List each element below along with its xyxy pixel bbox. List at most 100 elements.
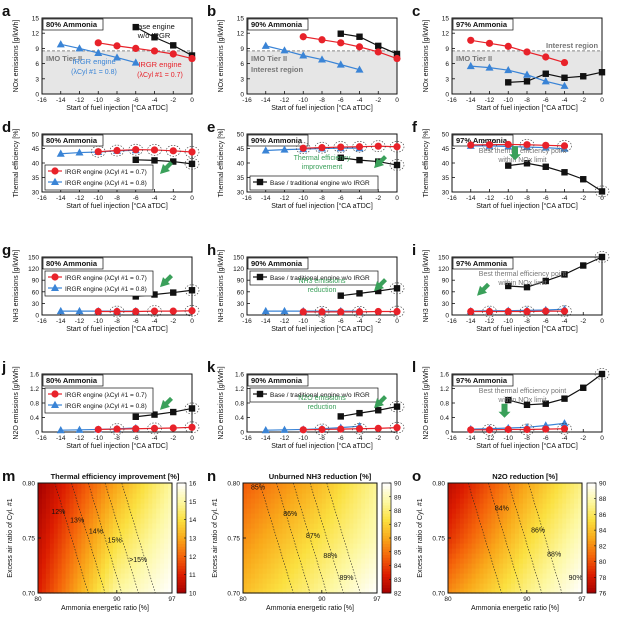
data-point-red: [542, 425, 550, 433]
heatmap-cell: [73, 553, 79, 559]
heatmap-cell: [97, 528, 102, 534]
heatmap-cell: [38, 568, 43, 574]
heatmap-cell: [61, 523, 67, 529]
heatmap-cell: [578, 533, 583, 539]
heatmap-cell: [286, 508, 291, 514]
data-point-black: [542, 277, 549, 285]
colorbar-swatch: [587, 494, 596, 498]
heatmap-cell: [136, 568, 142, 574]
heatmap-cell: [483, 503, 489, 509]
heatmap-cell: [112, 578, 118, 584]
heatmap-cell: [353, 498, 358, 504]
heatmap-cell: [333, 503, 339, 509]
x-tick-label: -16: [37, 195, 47, 202]
heatmap-cell: [526, 573, 532, 579]
panel-letter-c: c: [412, 3, 420, 20]
heatmap-cell: [254, 518, 260, 524]
heatmap-cell: [246, 488, 252, 494]
heatmap-cell: [73, 518, 79, 524]
y-tick-label: 60: [32, 289, 40, 296]
heatmap-cell: [574, 583, 579, 589]
heatmap-cell: [467, 508, 473, 514]
heatmap-cell: [302, 483, 307, 489]
data-point-red: [318, 36, 326, 44]
heatmap-cell: [148, 523, 153, 529]
heatmap-cell: [120, 578, 126, 584]
heatmap-cell: [333, 568, 339, 574]
heatmap-cell: [522, 518, 528, 524]
y-tick-label: 35: [442, 175, 450, 182]
heatmap-cell: [93, 508, 98, 514]
data-point-black: [375, 287, 382, 295]
heatmap-cell: [538, 573, 544, 579]
heatmap-cell: [369, 573, 374, 579]
annotation-box: [42, 374, 104, 387]
y-tick-label: 150: [233, 255, 244, 262]
highlight-circle: [90, 145, 106, 158]
colorbar-swatch: [587, 535, 596, 539]
heatmap-cell: [152, 568, 157, 574]
legend-box: [44, 270, 154, 297]
heatmap-cell: [73, 583, 79, 589]
heatmap-cell: [148, 508, 153, 514]
heatmap-cell: [373, 498, 378, 504]
heatmap-cell: [310, 493, 315, 499]
heatmap-cell: [448, 558, 453, 564]
heatmap-cell: [45, 503, 51, 509]
heatmap-cell: [302, 498, 307, 504]
heatmap-cell: [258, 578, 264, 584]
heatmap-cell: [329, 568, 335, 574]
heatmap-cell: [164, 573, 169, 579]
heatmap-cell: [550, 553, 556, 559]
heatmap-cell: [250, 528, 256, 534]
heatmap-cell: [546, 553, 552, 559]
colorbar-swatch: [177, 573, 186, 577]
heatmap-cell: [578, 513, 583, 519]
heatmap-cell: [278, 543, 284, 549]
heatmap-cell: [306, 553, 311, 559]
heatmap-cell: [487, 553, 492, 559]
heatmap-cell: [258, 543, 264, 549]
heatmap-cell: [302, 508, 307, 514]
heatmap-cell: [266, 558, 272, 564]
heatmap-cell: [491, 543, 496, 549]
heatmap-cell: [302, 568, 307, 574]
heatmap-cell: [341, 533, 347, 539]
heatmap-cell: [487, 518, 492, 524]
heatmap-cell: [455, 558, 461, 564]
heatmap-cell: [459, 488, 465, 494]
data-point-black: [393, 161, 401, 169]
heatmap-cell: [108, 498, 114, 504]
heatmap-cell: [77, 493, 82, 499]
heatmap-cell: [310, 508, 315, 514]
y-tick-label: 0.4: [235, 415, 244, 422]
colorbar-tick-label: 11: [189, 572, 196, 579]
heatmap-cell: [294, 503, 299, 509]
contour-line: [309, 482, 344, 594]
heatmap-cell: [542, 538, 548, 544]
heatmap-cell: [278, 548, 284, 554]
heatmap-cell: [313, 548, 319, 554]
heatmap-cell: [491, 528, 496, 534]
heatmap-cell: [164, 513, 169, 519]
heatmap-cell: [294, 578, 299, 584]
y-tick-label: 1.6: [30, 372, 39, 379]
heatmap-cell: [254, 483, 260, 489]
heatmap-cell: [329, 493, 335, 499]
heatmap-cell: [487, 488, 492, 494]
heatmap-cell: [124, 533, 130, 539]
heatmap-cell: [530, 558, 536, 564]
heatmap-cell: [120, 558, 126, 564]
heatmap-cell: [266, 523, 272, 529]
heatmap-cell: [321, 588, 327, 594]
heatmap-cell: [515, 553, 520, 559]
data-point-blue: [75, 148, 84, 156]
heatmap-cell: [45, 518, 51, 524]
heatmap-cell: [558, 513, 563, 519]
x-tick-label: -14: [261, 435, 271, 442]
heatmap-cell: [570, 498, 575, 504]
heatmap-cell: [89, 538, 94, 544]
heatmap-cell: [522, 538, 528, 544]
data-point-red: [504, 425, 512, 434]
heatmap-cell: [148, 568, 153, 574]
